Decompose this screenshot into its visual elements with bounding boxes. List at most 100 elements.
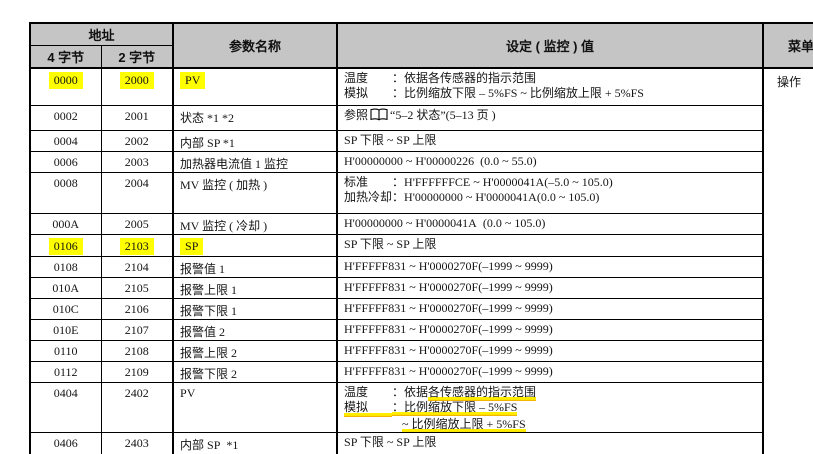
param-name-cell: 报警下限 2 [173,360,339,382]
value-line: SP 下限 ~ SP 上限 [344,237,756,252]
value-text: “5–2 状态”(5–13 页 ) [390,107,496,122]
addr-2byte-cell: 2001 [101,104,175,130]
param-name-cell: PV [173,381,339,432]
cell-text: 0108 [53,259,78,274]
value-text: H'00000000 ~ H'0000041A (0.0 ~ 105.0) [344,215,546,230]
addr-4byte-cell: 010C [30,297,102,319]
cell-text: 2106 [124,301,149,316]
cell-text: 报警值 2 [180,324,226,339]
value-line: H'FFFFF831 ~ H'0000270F(–1999 ~ 9999) [344,280,756,295]
header-menu-name: 菜单名称 [762,22,813,69]
cell-text: 2104 [124,259,149,274]
value-line: H'FFFFF831 ~ H'0000270F(–1999 ~ 9999) [344,364,756,379]
value-line: 参照 “5–2 状态”(5–13 页 ) [344,108,756,123]
cell-text: 2002 [124,133,149,148]
value-text: ： [392,86,405,100]
addr-2byte-cell: 2000 [101,67,175,105]
header-2byte: 2 字节 [100,45,175,69]
set-value-cell: H'FFFFF831 ~ H'0000270F(–1999 ~ 9999) [337,360,765,382]
cell-text: 2403 [124,435,149,450]
cell-text: 0112 [53,364,78,379]
value-text: H'FFFFF831 ~ H'0000270F(–1999 ~ 9999) [344,258,553,273]
cell-text: 010E [53,322,79,337]
value-line: H'00000000 ~ H'00000226 (0.0 ~ 55.0) [344,154,756,169]
menu-cell: 操作 [763,67,813,454]
value-text: 模拟 [344,399,393,417]
addr-4byte-cell: 0106 [30,233,102,256]
value-text: 加热冷却 [344,189,393,204]
set-value-cell: SP 下限 ~ SP 上限 [337,233,765,256]
set-value-cell: H'FFFFF831 ~ H'0000270F(–1999 ~ 9999) [337,276,765,298]
set-value-cell: SP 下限 ~ SP 上限 [337,431,765,454]
value-text: H'FFFFF831 ~ H'0000270F(–1999 ~ 9999) [344,342,553,357]
set-value-cell: H'FFFFF831 ~ H'0000270F(–1999 ~ 9999) [337,255,765,277]
param-name-cell: 内部 SP *1 [173,431,339,454]
value-line: H'FFFFF831 ~ H'0000270F(–1999 ~ 9999) [344,301,756,316]
value-text: H'FFFFF831 ~ H'0000270F(–1999 ~ 9999) [344,279,553,294]
value-text: SP 下限 ~ SP 上限 [344,434,437,449]
value-line: 温度 ：依据各传感器的指示范围 [344,71,756,86]
addr-2byte-cell: 2104 [101,255,175,277]
cell-text: 0006 [53,154,78,169]
cell-text: 010A [52,280,80,295]
param-name-cell: 加热器电流值 1 监控 [173,150,339,172]
set-value-cell: 温度 ：依据各传感器的指示范围 模拟 ：比例缩放下限 – 5%FS ~ 比例缩放上限 … [337,67,765,105]
table-row: 0000 2000 PV 温度 ：依据各传感器的指示范围 模拟 ：比例缩放下限 – 5%FS… [30,67,813,454]
value-text: 比例缩放下限 – 5%FS ~ 比例缩放上限 + 5%FS [404,86,644,100]
cell-text: 2103 [119,237,154,255]
value-text: ： [392,399,405,416]
table-row: 0406 2403 内部 SP *1 SP 下限 ~ SP 上限 [30,431,813,454]
value-text: ~ 比例缩放上限 + 5%FS [402,416,526,432]
set-value-cell: 温度 ：依据各传感器的指示范围 模拟 ：比例缩放下限 – 5%FS ~ 比例缩放上限 +… [337,381,765,432]
cell-text: 0110 [53,343,78,358]
addr-2byte-cell: 2002 [101,129,175,151]
param-name-cell: MV 监控 ( 加热 ) [173,171,339,213]
addr-4byte-cell: 0404 [30,381,102,432]
cell-text: MV 监控 ( 冷却 ) [180,218,268,233]
table-row: 010E 2107 报警值 2 H'FFFFF831 ~ H'0000270F(–19… [30,318,813,340]
cell-text: 2001 [124,108,149,123]
addr-4byte-cell: 010A [30,276,102,298]
table-row: 0008 2004 MV 监控 ( 加热 ) 标准 ：H'FFFFFFCE ~ H'00… [30,171,813,213]
value-line: 标准 ：H'FFFFFFCE ~ H'0000041A(–5.0 ~ 105.0) [344,175,756,190]
cell-text: 000A [52,216,80,231]
cell-text: 2402 [124,385,149,400]
addr-4byte-cell: 0008 [30,171,102,213]
value-line: SP 下限 ~ SP 上限 [344,133,756,148]
parameter-address-table: 地址 参数名称 设定 ( 监控 ) 值 菜单名称 4 字节 2 字节 0000 2… [29,22,813,454]
addr-2byte-cell: 2108 [101,339,175,361]
value-text: 温度 [344,384,369,399]
addr-2byte-cell: 2103 [101,233,175,256]
param-name-cell: 报警上限 2 [173,339,339,361]
header-set-monitor-value: 设定 ( 监控 ) 值 [336,22,765,69]
param-name-cell: MV 监控 ( 冷却 ) [173,212,339,234]
cell-text: 2108 [124,343,149,358]
table-row: 010C 2106 报警下限 1 H'FFFFF831 ~ H'0000270F(–1… [30,297,813,319]
cell-text: 2109 [124,364,149,379]
param-name-cell: 报警下限 1 [173,297,339,319]
value-text: 模拟 [344,86,369,100]
table-row: 010A 2105 报警上限 1 H'FFFFF831 ~ H'0000270F(–1… [30,276,813,298]
value-line: 温度 ：依据各传感器的指示范围 [344,384,756,401]
addr-4byte-cell: 0000 [30,67,102,105]
value-line: H'FFFFF831 ~ H'0000270F(–1999 ~ 9999) [344,343,756,358]
table-row: 0108 2104 报警值 1 H'FFFFF831 ~ H'0000270F(–19… [30,255,813,277]
set-value-cell: H'FFFFF831 ~ H'0000270F(–1999 ~ 9999) [337,339,765,361]
value-text: H'00000000 ~ H'0000041A(0.0 ~ 105.0) [404,189,600,204]
cell-text: 0004 [53,133,78,148]
addr-2byte-cell: 2106 [101,297,175,319]
addr-2byte-cell: 2109 [101,360,175,382]
value-line: SP 下限 ~ SP 上限 [344,435,756,450]
addr-4byte-cell: 0406 [30,431,102,454]
value-text: H'FFFFFFCE ~ H'0000041A(–5.0 ~ 105.0) [404,174,613,189]
value-line: H'FFFFF831 ~ H'0000270F(–1999 ~ 9999) [344,322,756,337]
set-value-cell: H'FFFFF831 ~ H'0000270F(–1999 ~ 9999) [337,297,765,319]
header-address-group: 地址 [29,22,175,46]
cell-text: 内部 SP *1 [180,135,235,150]
value-text: H'00000000 ~ H'00000226 (0.0 ~ 55.0) [344,153,537,168]
table-row: 0404 2402 PV 温度 ：依据各传感器的指示范围 模拟 ：比例缩放下限 – 5%FS… [30,381,813,432]
param-name-cell: 状态 *1 *2 [173,104,339,130]
addr-2byte-cell: 2003 [101,150,175,172]
value-text: 依据各传感器的指示范围 [404,71,537,85]
cell-text: 0002 [53,108,78,123]
